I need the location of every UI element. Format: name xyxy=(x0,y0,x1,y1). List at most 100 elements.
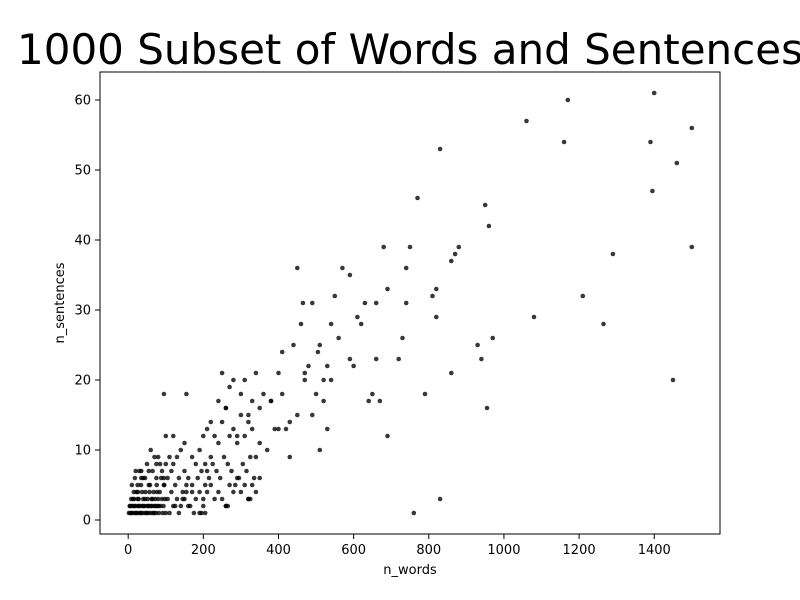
data-point xyxy=(184,391,189,397)
data-point xyxy=(490,335,496,341)
data-point xyxy=(197,447,202,453)
x-tick-label: 600 xyxy=(341,543,366,558)
data-point xyxy=(184,489,189,495)
data-point xyxy=(231,426,236,432)
x-tick-label: 1400 xyxy=(638,543,671,558)
data-point xyxy=(377,398,383,404)
data-point xyxy=(171,433,176,439)
data-point xyxy=(155,496,161,502)
data-point xyxy=(189,454,195,460)
data-point xyxy=(132,475,138,481)
data-point xyxy=(154,489,160,495)
data-point xyxy=(148,447,153,453)
data-point xyxy=(154,475,159,481)
y-tick-label: 0 xyxy=(83,514,91,529)
data-point xyxy=(139,489,145,495)
data-points xyxy=(126,90,695,516)
data-point xyxy=(219,370,225,376)
data-point xyxy=(144,461,150,467)
data-point xyxy=(208,454,214,460)
data-point xyxy=(161,482,167,488)
data-point xyxy=(601,321,606,327)
data-point xyxy=(249,482,255,488)
y-tick-label: 10 xyxy=(74,444,91,459)
data-point xyxy=(670,377,676,383)
data-point xyxy=(264,447,270,453)
data-point xyxy=(129,482,135,488)
data-point xyxy=(328,377,334,383)
data-point xyxy=(180,496,185,502)
data-point xyxy=(325,426,330,432)
data-point xyxy=(565,97,571,103)
data-point xyxy=(340,265,345,271)
data-point xyxy=(165,475,170,481)
data-point xyxy=(242,482,247,488)
data-point xyxy=(482,202,488,208)
data-point xyxy=(189,482,195,488)
data-point xyxy=(242,433,247,439)
data-point xyxy=(180,489,185,495)
data-point xyxy=(531,314,537,320)
x-tick-label: 1200 xyxy=(563,543,596,558)
data-point xyxy=(674,160,680,166)
data-point xyxy=(422,391,428,397)
data-point xyxy=(449,370,454,376)
data-point xyxy=(484,405,490,411)
data-point xyxy=(176,510,182,516)
data-point xyxy=(195,475,200,481)
data-point xyxy=(336,335,341,341)
y-axis-label: n_sentences xyxy=(53,262,68,343)
data-point xyxy=(216,398,221,404)
data-point xyxy=(251,475,257,481)
y-tick-label: 20 xyxy=(74,374,91,389)
data-point xyxy=(167,454,172,460)
data-point xyxy=(176,475,182,481)
data-point xyxy=(208,482,214,488)
x-axis: 0 200 400 600 800 1000 1200 1400 xyxy=(124,534,671,558)
x-tick-label: 0 xyxy=(124,543,132,558)
y-tick-label: 60 xyxy=(74,94,91,109)
data-point xyxy=(136,503,142,509)
data-point xyxy=(146,482,152,488)
data-point xyxy=(174,454,180,460)
data-point xyxy=(347,272,353,278)
data-point xyxy=(202,482,208,488)
data-point xyxy=(561,139,567,145)
data-point xyxy=(456,244,462,250)
data-point xyxy=(385,286,390,292)
data-point xyxy=(161,475,167,481)
data-point xyxy=(351,363,356,369)
data-point xyxy=(171,461,176,467)
data-point xyxy=(325,363,330,369)
data-point xyxy=(154,461,159,467)
data-point xyxy=(362,300,368,306)
data-point xyxy=(302,370,308,376)
data-point xyxy=(272,426,278,432)
data-point xyxy=(223,405,229,411)
data-point xyxy=(152,454,157,460)
data-point xyxy=(163,433,169,439)
data-point xyxy=(187,503,193,509)
data-point xyxy=(212,433,217,439)
data-point xyxy=(651,90,657,96)
data-point xyxy=(214,468,219,474)
data-point xyxy=(479,356,484,362)
data-point xyxy=(137,468,142,474)
data-point xyxy=(257,475,263,481)
data-point xyxy=(219,496,225,502)
data-point xyxy=(169,489,174,495)
data-point xyxy=(403,300,409,306)
data-point xyxy=(150,468,155,474)
data-point xyxy=(132,503,137,509)
data-point xyxy=(204,468,210,474)
data-point xyxy=(197,489,202,495)
data-point xyxy=(310,412,315,418)
data-point xyxy=(225,461,231,467)
data-point xyxy=(248,454,253,460)
data-point xyxy=(313,391,319,397)
data-point xyxy=(415,195,420,201)
data-point xyxy=(249,426,255,432)
data-point xyxy=(403,265,409,271)
data-point xyxy=(210,461,215,467)
data-point xyxy=(276,426,281,432)
